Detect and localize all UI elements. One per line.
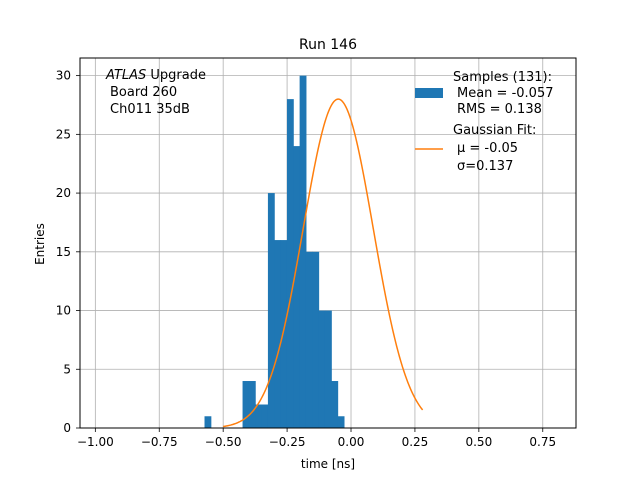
histogram-bar: [318, 310, 326, 428]
histogram-bar: [331, 381, 339, 428]
histogram-bar: [248, 381, 256, 428]
legend-samples-mean: Mean = -0.057: [457, 86, 553, 101]
annotation-rest: Upgrade: [146, 68, 206, 83]
legend-fit-label: Gaussian Fit:: [453, 123, 536, 138]
y-axis-ticks: 0 5 10 15 20 25 30: [56, 69, 80, 435]
y-tick-label: 25: [56, 127, 71, 141]
legend-swatch-samples: [415, 88, 443, 98]
chart-title: Run 146: [299, 37, 357, 53]
x-tick-label: −0.25: [269, 435, 306, 449]
y-tick-label: 15: [56, 245, 71, 259]
x-tick-label: 0.25: [402, 435, 429, 449]
y-tick-label: 0: [63, 421, 71, 435]
y-axis-label: Entries: [33, 223, 47, 265]
histogram-bar: [280, 240, 288, 428]
histogram-bar: [324, 310, 332, 428]
histogram-bar: [242, 381, 250, 428]
annotation-line-3: Ch011 35dB: [110, 102, 190, 117]
histogram-bar: [305, 251, 313, 428]
text-annotation: ATLAS Upgrade Board 260 Ch011 35dB: [105, 68, 206, 117]
gaussian-fit-line: [223, 98, 424, 428]
annotation-italic: ATLAS: [105, 68, 146, 83]
x-tick-label: −0.75: [141, 435, 178, 449]
histogram-bar: [255, 404, 263, 428]
annotation-line-2: Board 260: [110, 85, 177, 100]
y-tick-label: 5: [63, 362, 71, 376]
histogram-bar: [274, 240, 282, 428]
x-axis-ticks: −1.00 −0.75 −0.50 −0.25 0.00 0.25 0.50 0.75: [77, 428, 556, 449]
grid: [80, 58, 576, 429]
legend-samples-rms: RMS = 0.138: [457, 102, 542, 117]
legend-samples-label: Samples (131):: [453, 70, 552, 85]
legend-fit-mu: μ = -0.05: [457, 141, 518, 156]
histogram-bar: [312, 251, 320, 428]
y-tick-label: 10: [56, 304, 71, 318]
legend: Samples (131): Mean = -0.057 RMS = 0.138…: [415, 70, 553, 174]
y-tick-label: 20: [56, 186, 71, 200]
histogram-bar: [204, 416, 212, 428]
histogram-bar: [286, 99, 294, 428]
histogram-bar: [293, 146, 301, 428]
histogram-bar: [267, 193, 275, 428]
histogram-bar: [337, 416, 345, 428]
x-tick-label: 0.75: [529, 435, 556, 449]
annotation-line-1: ATLAS Upgrade: [105, 68, 206, 83]
x-tick-label: −1.00: [77, 435, 114, 449]
histogram-bars: [204, 75, 345, 428]
plot-frame: [79, 57, 577, 429]
y-tick-label: 30: [56, 69, 71, 83]
x-tick-label: 0.50: [465, 435, 492, 449]
x-axis-label: time [ns]: [301, 457, 355, 471]
histogram-bar: [261, 404, 269, 428]
x-tick-label: −0.50: [205, 435, 242, 449]
legend-fit-sigma: σ=0.137: [457, 159, 513, 174]
histogram-bar: [299, 75, 307, 428]
x-tick-label: 0.00: [338, 435, 365, 449]
